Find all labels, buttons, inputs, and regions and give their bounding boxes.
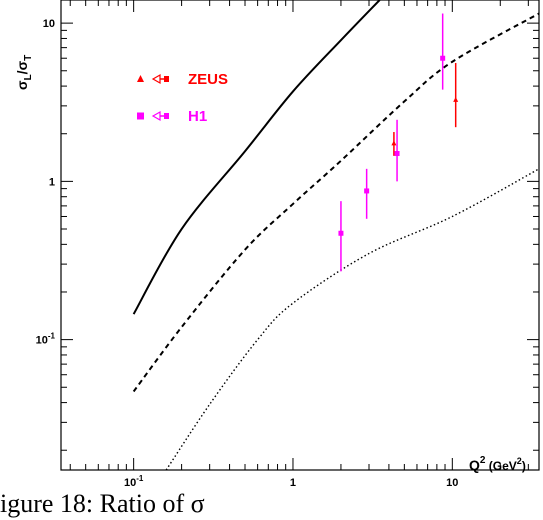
figure-caption: igure 18: Ratio of σ xyxy=(0,489,205,518)
x-tick-label: 10 xyxy=(446,477,458,488)
legend-arrow-icon xyxy=(151,110,161,122)
legend-marker-h1 xyxy=(137,112,144,120)
data-points xyxy=(338,13,459,272)
legend: ZEUS H1 xyxy=(137,71,228,125)
marker-h1 xyxy=(394,151,400,157)
marker-h1 xyxy=(364,188,370,194)
y-tick-label: 1 xyxy=(49,176,55,188)
y-tick-label: 10 xyxy=(43,18,55,30)
curve-solid xyxy=(132,0,381,315)
legend-label-h1: H1 xyxy=(188,108,207,125)
y-axis-label: σL/σT xyxy=(14,55,34,90)
y-tick-label: 10-1 xyxy=(36,332,56,347)
marker-h1 xyxy=(338,230,344,236)
curve-dotted xyxy=(165,168,539,470)
x-axis-label: Q2 (GeV2) xyxy=(469,455,526,473)
chart: 10-1 1 10 10-1 1 10 ZEUS H1 σL/σT Q2 (GeV2) xyxy=(14,0,540,488)
legend-label-zeus: ZEUS xyxy=(188,71,228,88)
legend-marker-zeus xyxy=(164,76,169,82)
legend-arrow-icon xyxy=(151,73,161,85)
legend-marker-zeus xyxy=(137,75,144,82)
marker-zeus xyxy=(391,140,397,146)
legend-marker-h1 xyxy=(164,113,169,119)
plot-frame xyxy=(60,0,540,471)
x-tick-label: 10-1 xyxy=(124,474,144,488)
axis-ticks: 10-1 1 10 10-1 1 10 xyxy=(36,0,539,488)
marker-h1 xyxy=(440,55,446,61)
marker-zeus xyxy=(453,96,459,102)
model-curves xyxy=(132,0,539,470)
x-tick-label: 1 xyxy=(290,477,296,488)
curve-dashed xyxy=(132,12,539,393)
